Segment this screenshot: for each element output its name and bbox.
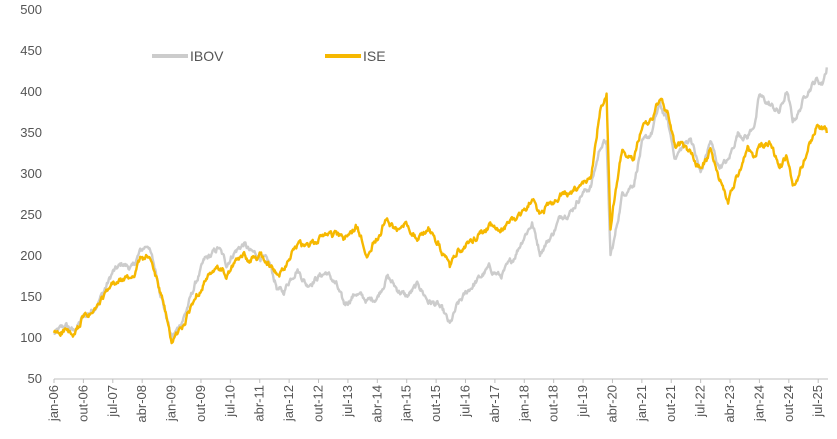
y-tick-label: 400: [20, 84, 42, 99]
x-tick-label: jan-12: [281, 385, 296, 422]
y-tick-label: 200: [20, 248, 42, 263]
x-tick-label: jan-06: [46, 385, 61, 422]
y-tick-label: 300: [20, 166, 42, 181]
x-tick-label: jul-22: [693, 385, 708, 418]
x-tick-label: jul-07: [105, 385, 120, 418]
x-tick-label: jan-24: [751, 385, 766, 422]
series-layer: [52, 67, 828, 345]
x-tick-label: out-12: [311, 385, 326, 422]
series-line-ibov: [53, 67, 828, 339]
series-line-ise: [52, 92, 828, 345]
x-tick-label: jul-13: [340, 385, 355, 418]
x-tick-label: jul-16: [457, 385, 472, 418]
y-tick-label: 150: [20, 289, 42, 304]
y-tick-label: 350: [20, 125, 42, 140]
y-tick-label: 250: [20, 207, 42, 222]
x-tick-label: out-15: [428, 385, 443, 422]
y-axis: 50 100 150 200 250 300 350 400 450 500: [20, 2, 42, 386]
x-tick-label: out-24: [781, 385, 796, 422]
x-tick-label: jan-21: [634, 385, 649, 422]
legend-label-ibov: IBOV: [190, 48, 224, 64]
x-tick-label: abr-23: [722, 385, 737, 423]
x-tick-label: jan-09: [164, 385, 179, 422]
x-tick-label: abr-11: [252, 385, 267, 422]
legend: IBOV ISE: [152, 48, 386, 64]
x-axis: jan-06 out-06 jul-07 abr-08 jan-09 out-09 jul-…: [46, 378, 828, 423]
y-tick-label: 450: [20, 43, 42, 58]
x-tick-label: out-21: [663, 385, 678, 422]
x-tick-label: abr-08: [134, 385, 149, 423]
x-tick-label: jan-15: [399, 385, 414, 422]
x-tick-label: abr-17: [487, 385, 502, 423]
y-tick-label: 500: [20, 2, 42, 17]
x-tick-label: jul-19: [575, 385, 590, 418]
legend-label-ise: ISE: [363, 48, 386, 64]
x-tick-label: jan-18: [516, 385, 531, 422]
x-tick-label: out-18: [546, 385, 561, 422]
x-tick-label: abr-14: [369, 385, 384, 423]
x-tick-label: jul-10: [222, 385, 237, 418]
x-tick-label: jul-25: [810, 385, 825, 418]
y-tick-label: 50: [28, 371, 42, 386]
x-tick-label: out-09: [193, 385, 208, 422]
x-tick-label: abr-20: [604, 385, 619, 423]
y-tick-label: 100: [20, 330, 42, 345]
x-tick-label: out-06: [75, 385, 90, 422]
